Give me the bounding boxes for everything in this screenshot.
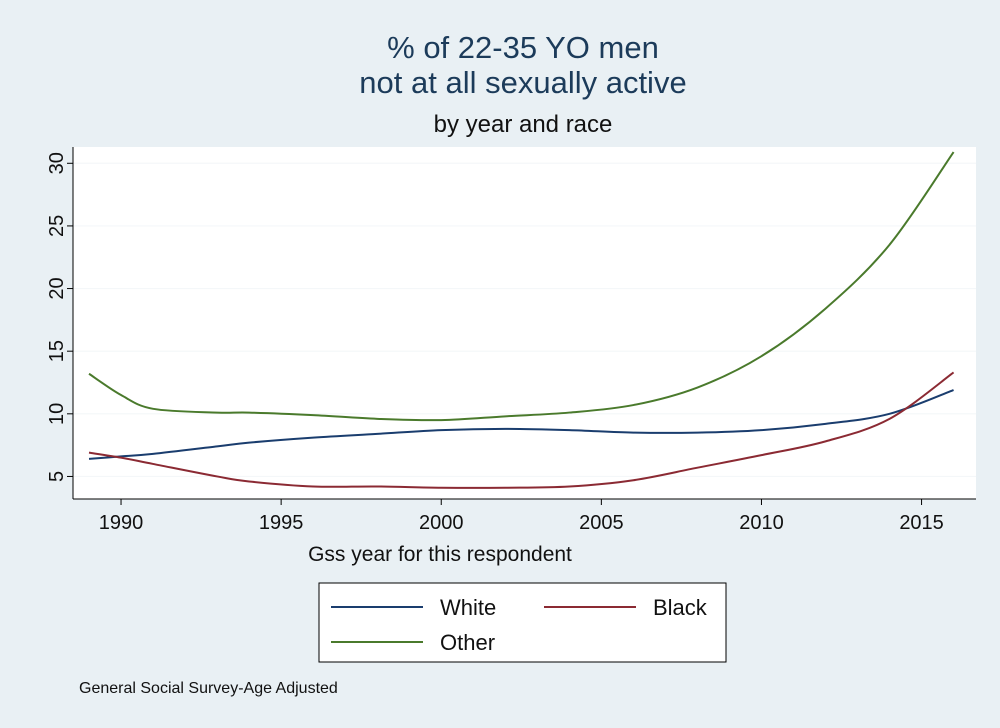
series-line-white xyxy=(88,389,954,460)
x-tick-label-2000: 2000 xyxy=(419,512,464,534)
chart-subtitle: by year and race xyxy=(434,111,613,138)
chart-title-line2: not at all sexually active xyxy=(359,65,686,100)
chart-title: % of 22-35 YO men xyxy=(387,30,659,65)
x-axis-label: Gss year for this respondent xyxy=(308,543,572,566)
x-tick-label-1990: 1990 xyxy=(99,512,144,534)
legend-box xyxy=(318,582,727,663)
series-lines xyxy=(88,151,955,489)
y-ticks: 5 10 15 20 25 30 xyxy=(46,152,73,482)
y-tick-label-20: 20 xyxy=(46,277,68,299)
legend-label-black: Black xyxy=(653,595,708,620)
plot-area xyxy=(73,147,976,499)
legend-label-white: White xyxy=(440,595,496,620)
grid-lines xyxy=(73,162,976,478)
y-tick-label-30: 30 xyxy=(46,152,68,174)
y-tick-label-15: 15 xyxy=(46,340,68,362)
x-tick-label-2005: 2005 xyxy=(579,512,624,534)
series-line-other xyxy=(88,151,955,422)
y-tick-label-10: 10 xyxy=(46,403,68,425)
y-tick-label-5: 5 xyxy=(46,471,68,482)
x-tick-label-1995: 1995 xyxy=(259,512,304,534)
chart-note: General Social Survey-Age Adjusted xyxy=(79,680,338,697)
legend-label-other: Other xyxy=(440,630,495,655)
x-ticks: 1990 1995 2000 2005 2010 2015 xyxy=(99,499,944,534)
legend: White Black Other xyxy=(318,582,727,663)
series-line-black xyxy=(88,371,955,489)
x-tick-label-2015: 2015 xyxy=(899,512,944,534)
y-tick-label-25: 25 xyxy=(46,215,68,237)
x-tick-label-2010: 2010 xyxy=(739,512,784,534)
